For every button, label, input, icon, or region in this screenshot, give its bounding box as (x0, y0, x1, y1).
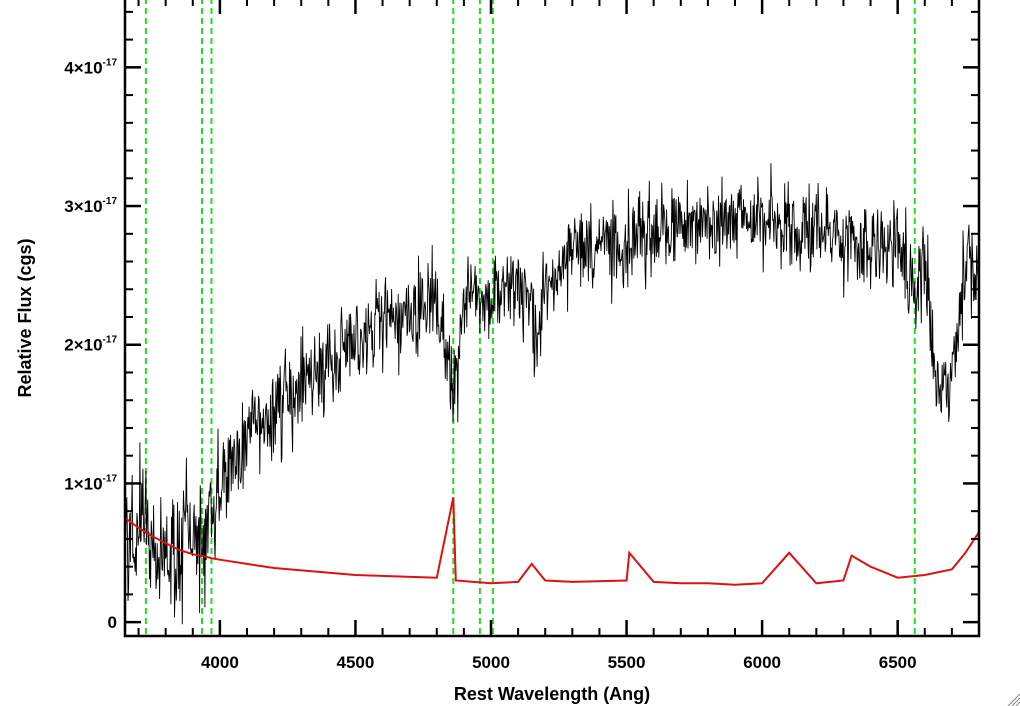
y-axis-label: Relative Flux (cgs) (15, 238, 35, 397)
series-error-line (125, 497, 979, 586)
y-tick-label: 4×10-17 (64, 57, 117, 77)
plot-frame (123, 0, 981, 638)
y-ticks: 0 1×10-17 2×10-17 3×10-17 4×10-17 (64, 10, 979, 632)
x-axis-label: Rest Wavelength (Ang) (454, 684, 650, 704)
y-tick-label: 3×10-17 (64, 196, 117, 216)
marker-lines (144, 0, 916, 636)
y-tick-label: 2×10-17 (64, 335, 117, 355)
y-tick-label: 1×10-17 (64, 473, 117, 493)
x-tick-label: 4000 (201, 653, 239, 672)
y-tick-label: 0 (108, 613, 117, 632)
x-tick-label: 6000 (743, 653, 781, 672)
series-group (125, 163, 979, 625)
x-tick-label: 6500 (879, 653, 917, 672)
x-tick-label: 5500 (608, 653, 646, 672)
x-tick-label: 5000 (472, 653, 510, 672)
series-spectrum-line (125, 163, 979, 625)
x-ticks: 4000 4500 5000 5500 6000 6500 (137, 0, 980, 672)
resize-grip-icon[interactable] (1007, 693, 1020, 706)
x-tick-label: 4500 (337, 653, 375, 672)
axes (123, 0, 981, 638)
